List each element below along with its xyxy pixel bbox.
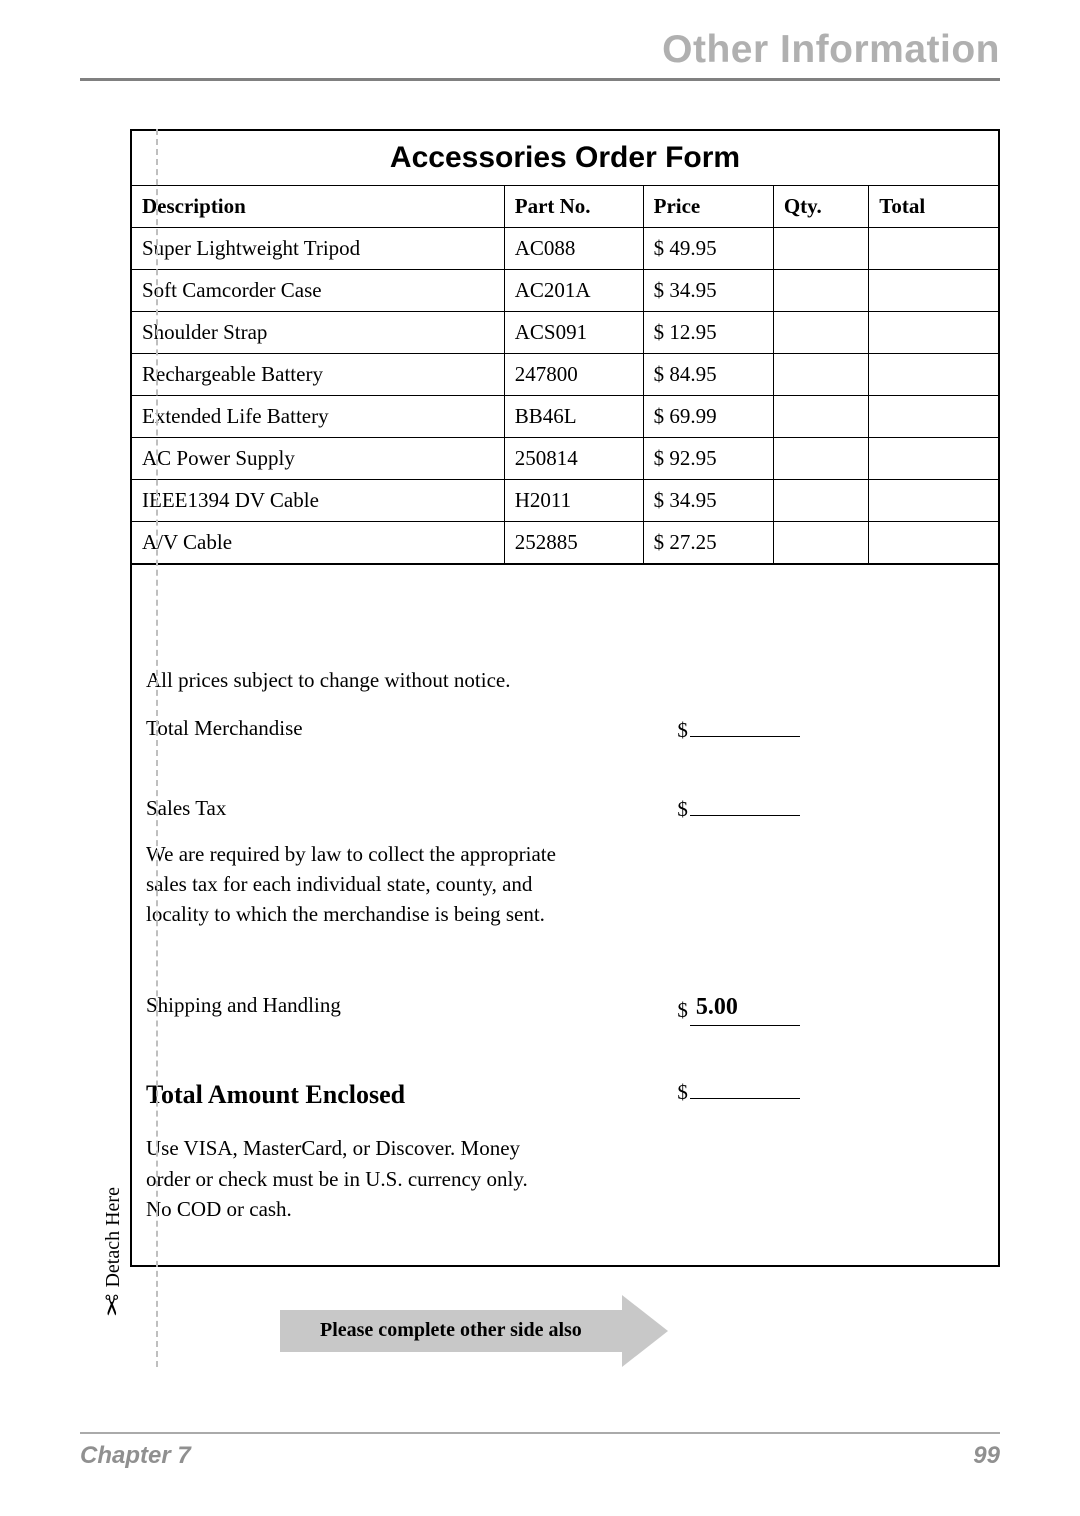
cell-part-no: BB46L xyxy=(504,396,643,438)
arrow-text: Please complete other side also xyxy=(280,1310,622,1352)
cell-total[interactable] xyxy=(869,228,999,270)
table-header-row: Description Part No. Price Qty. Total xyxy=(131,186,999,228)
cell-description: Super Lightweight Tripod xyxy=(131,228,504,270)
form-title: Accessories Order Form xyxy=(131,130,999,186)
order-table: Accessories Order Form Description Part … xyxy=(130,129,1000,565)
cell-part-no: 250814 xyxy=(504,438,643,480)
cell-description: A/V Cable xyxy=(131,522,504,565)
header-rule xyxy=(80,78,1000,81)
cell-qty[interactable] xyxy=(773,480,868,522)
cell-qty[interactable] xyxy=(773,312,868,354)
cell-price: $ 12.95 xyxy=(643,312,773,354)
cell-qty[interactable] xyxy=(773,438,868,480)
cell-qty[interactable] xyxy=(773,522,868,565)
total-enclosed-label: Total Amount Enclosed xyxy=(146,1076,659,1114)
sales-tax-note: We are required by law to collect the ap… xyxy=(146,839,566,930)
shipping-row: Shipping and Handling $5.00 xyxy=(146,990,974,1026)
page-footer: Chapter 7 99 xyxy=(80,1432,1000,1470)
cell-qty[interactable] xyxy=(773,354,868,396)
arrow-head-icon xyxy=(622,1295,668,1367)
table-row: A/V Cable252885$ 27.25 xyxy=(131,522,999,565)
page-header-title: Other Information xyxy=(80,28,1000,78)
totals-box: All prices subject to change without not… xyxy=(130,565,1000,1267)
table-row: Shoulder StrapACS091$ 12.95 xyxy=(131,312,999,354)
order-form-area: ✂ Detach Here Accessories Order Form Des… xyxy=(130,129,1000,1367)
cell-part-no: ACS091 xyxy=(504,312,643,354)
table-row: Rechargeable Battery247800$ 84.95 xyxy=(131,354,999,396)
total-enclosed-amount[interactable]: $ xyxy=(677,1076,800,1114)
cell-price: $ 92.95 xyxy=(643,438,773,480)
cell-total[interactable] xyxy=(869,480,999,522)
cell-qty[interactable] xyxy=(773,228,868,270)
total-merchandise-row: Total Merchandise $ xyxy=(146,713,974,745)
detach-text: Detach Here xyxy=(102,1187,125,1288)
price-change-note: All prices subject to change without not… xyxy=(146,665,974,695)
detach-cut-line xyxy=(156,129,158,1367)
footer-chapter: Chapter 7 xyxy=(80,1442,191,1470)
shipping-value: 5.00 xyxy=(690,990,800,1026)
cell-description: AC Power Supply xyxy=(131,438,504,480)
cell-total[interactable] xyxy=(869,438,999,480)
cell-total[interactable] xyxy=(869,522,999,565)
cell-description: Shoulder Strap xyxy=(131,312,504,354)
cell-price: $ 69.99 xyxy=(643,396,773,438)
total-merchandise-label: Total Merchandise xyxy=(146,713,659,745)
cell-total[interactable] xyxy=(869,354,999,396)
shipping-label: Shipping and Handling xyxy=(146,990,659,1026)
table-row: Extended Life BatteryBB46L$ 69.99 xyxy=(131,396,999,438)
col-qty: Qty. xyxy=(773,186,868,228)
cell-price: $ 84.95 xyxy=(643,354,773,396)
cell-part-no: 247800 xyxy=(504,354,643,396)
cell-part-no: 252885 xyxy=(504,522,643,565)
cell-total[interactable] xyxy=(869,396,999,438)
cell-price: $ 34.95 xyxy=(643,270,773,312)
table-row: Soft Camcorder CaseAC201A$ 34.95 xyxy=(131,270,999,312)
cell-total[interactable] xyxy=(869,312,999,354)
detach-label: ✂ Detach Here xyxy=(96,1187,130,1317)
cell-price: $ 49.95 xyxy=(643,228,773,270)
scissors-icon: ✂ xyxy=(96,1293,130,1316)
footer-page-number: 99 xyxy=(973,1442,1000,1470)
col-total: Total xyxy=(869,186,999,228)
sales-tax-row: Sales Tax $ xyxy=(146,793,974,825)
cell-part-no: AC201A xyxy=(504,270,643,312)
col-description: Description xyxy=(131,186,504,228)
cell-qty[interactable] xyxy=(773,396,868,438)
cell-part-no: AC088 xyxy=(504,228,643,270)
col-price: Price xyxy=(643,186,773,228)
cell-qty[interactable] xyxy=(773,270,868,312)
continue-arrow: Please complete other side also xyxy=(280,1295,1000,1367)
cell-description: Rechargeable Battery xyxy=(131,354,504,396)
cell-description: Extended Life Battery xyxy=(131,396,504,438)
total-enclosed-row: Total Amount Enclosed $ xyxy=(146,1076,974,1114)
cell-part-no: H2011 xyxy=(504,480,643,522)
table-row: AC Power Supply250814$ 92.95 xyxy=(131,438,999,480)
cell-price: $ 27.25 xyxy=(643,522,773,565)
cell-total[interactable] xyxy=(869,270,999,312)
sales-tax-label: Sales Tax xyxy=(146,793,659,825)
table-row: IEEE1394 DV CableH2011$ 34.95 xyxy=(131,480,999,522)
cell-price: $ 34.95 xyxy=(643,480,773,522)
sales-tax-amount[interactable]: $ xyxy=(677,793,800,825)
col-part-no: Part No. xyxy=(504,186,643,228)
table-row: Super Lightweight TripodAC088$ 49.95 xyxy=(131,228,999,270)
form-title-row: Accessories Order Form xyxy=(131,130,999,186)
cell-description: Soft Camcorder Case xyxy=(131,270,504,312)
shipping-amount: $5.00 xyxy=(677,990,800,1026)
payment-note: Use VISA, MasterCard, or Discover. Money… xyxy=(146,1133,546,1224)
cell-description: IEEE1394 DV Cable xyxy=(131,480,504,522)
total-merchandise-amount[interactable]: $ xyxy=(677,713,800,745)
